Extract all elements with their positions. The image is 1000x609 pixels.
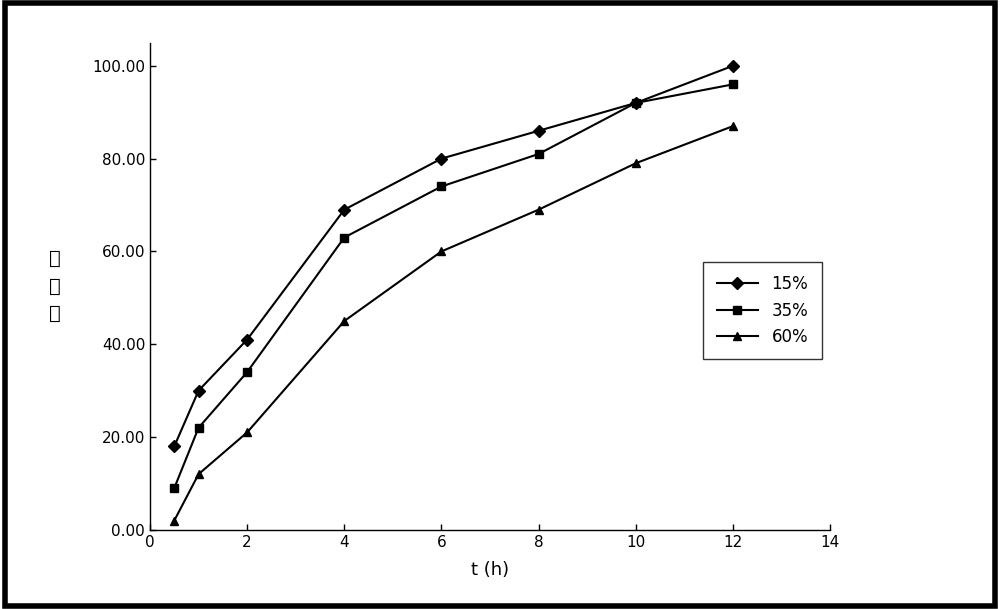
60% [533,206,545,213]
15% [168,443,180,450]
X-axis label: t (h): t (h) [471,561,509,579]
Line: 35%: 35% [170,80,737,492]
35% [338,234,350,241]
15% [435,155,447,162]
35% [727,81,739,88]
35% [193,424,205,431]
15% [193,387,205,394]
15% [727,62,739,69]
Text: 溶: 溶 [49,249,61,269]
Legend: 15%, 35%, 60%: 15%, 35%, 60% [703,262,822,359]
Line: 15%: 15% [170,62,737,451]
60% [168,517,180,524]
35% [241,368,253,376]
60% [727,122,739,130]
35% [533,150,545,158]
60% [435,248,447,255]
60% [193,471,205,478]
Line: 60%: 60% [170,122,737,525]
Text: 度: 度 [49,304,61,323]
35% [630,99,642,107]
15% [338,206,350,213]
60% [241,429,253,436]
60% [338,317,350,325]
60% [630,160,642,167]
Text: 出: 出 [49,276,61,296]
15% [241,336,253,343]
35% [435,183,447,190]
35% [168,484,180,491]
15% [533,127,545,135]
15% [630,99,642,107]
